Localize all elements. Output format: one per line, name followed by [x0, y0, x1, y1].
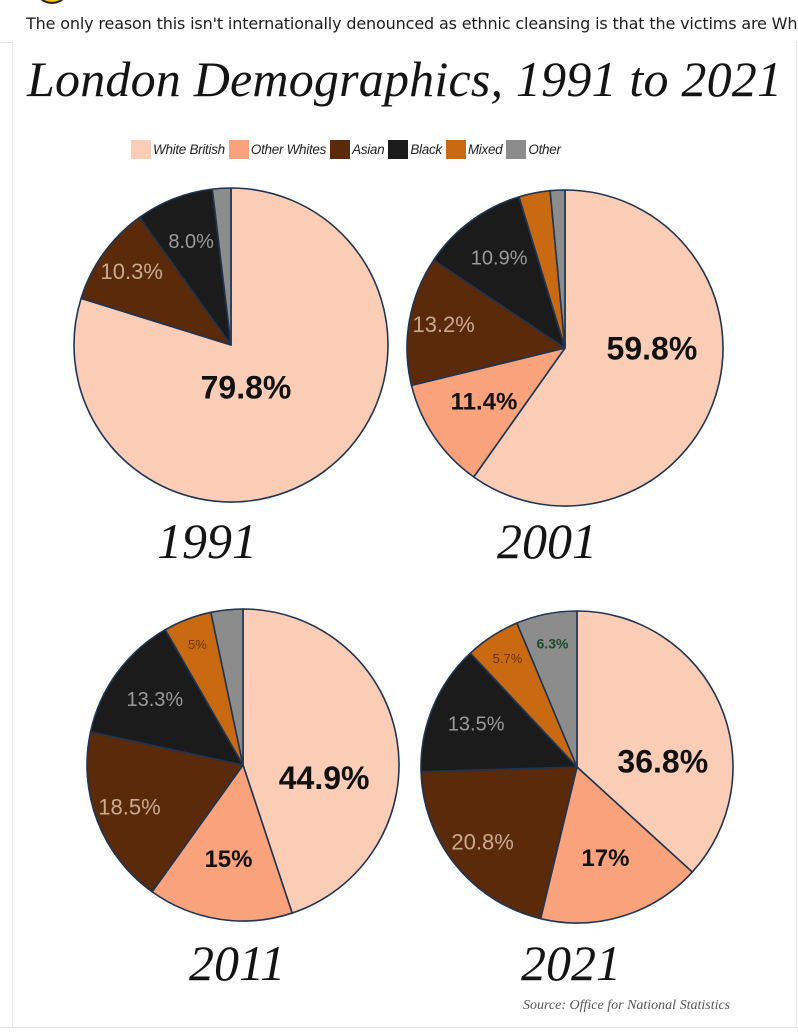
legend-item-mixed: Mixed — [445, 139, 503, 159]
legend-label-asian: Asian — [352, 141, 385, 157]
year-label-2001: 2001 — [497, 513, 597, 569]
pie-2021: 36.8% 17% 20.8% 13.5% 5.7% 6.3% — [420, 610, 734, 924]
legend-item-white-british: White British — [131, 139, 225, 159]
slice-label-2001-white-british: 59.8% — [607, 331, 698, 367]
year-label-1991: 1991 — [157, 513, 257, 569]
legend-label-white-british: White British — [153, 141, 225, 157]
slice-2011-other-whites — [151, 764, 293, 922]
bottom-rule — [0, 1027, 798, 1028]
pie-2011: 44.9% 15% 18.5% 13.3% 5% — [86, 608, 400, 922]
legend-swatch-other — [506, 139, 527, 159]
slice-1991-asian — [80, 216, 232, 346]
slice-2021-other — [516, 610, 578, 768]
slice-label-2001-asian: 13.2% — [412, 312, 474, 337]
slice-label-2011-other-whites: 15% — [204, 846, 252, 873]
source-note: Source: Office for National Statistics — [523, 998, 731, 1013]
pie-charts: 79.8% 10.3%8.0% 59.8% 11.4% 13.2% 10.9% 44.9% 1… — [73, 187, 734, 924]
legend-label-other-whites: Other Whites — [250, 141, 327, 157]
slice-2011-asian — [86, 731, 244, 893]
slice-2011-other — [210, 608, 244, 766]
slice-label-1991-asian: 10.3% — [101, 259, 163, 284]
slice-label-2021-mixed: 5.7% — [493, 651, 523, 666]
slice-label-2021-white-british: 36.8% — [617, 743, 708, 779]
slice-2021-other-whites — [539, 766, 694, 924]
legend-item-black: Black — [388, 139, 442, 159]
legend-label-other: Other — [528, 141, 561, 157]
infographic: London Demographics, 1991 to 2021 White … — [12, 42, 797, 1027]
slice-label-2021-other: 6.3% — [537, 635, 569, 651]
legend-label-black: Black — [410, 141, 442, 157]
legend-swatch-asian — [330, 139, 351, 159]
avatar[interactable] — [34, 0, 70, 4]
slice-label-1991-white-british: 79.8% — [201, 369, 292, 405]
slice-label-2011-black: 13.3% — [126, 689, 183, 711]
slice-label-2001-black: 10.9% — [471, 247, 528, 269]
slice-label-2021-other-whites: 17% — [581, 845, 629, 872]
slice-2021-asian — [420, 766, 578, 920]
legend-swatch-white-british — [131, 139, 151, 159]
slice-2021-white-british — [576, 610, 734, 873]
slice-2001-white-british — [472, 189, 724, 507]
slice-label-2011-white-british: 44.9% — [279, 760, 370, 796]
slice-label-2011-asian: 18.5% — [98, 795, 160, 820]
year-label-2011: 2011 — [189, 935, 286, 991]
pie-2001: 59.8% 11.4% 13.2% 10.9% — [406, 189, 724, 507]
legend-swatch-mixed — [445, 139, 466, 159]
pie-1991: 79.8% 10.3%8.0% — [73, 187, 389, 503]
slice-label-2011-mixed: 5% — [188, 637, 207, 652]
slice-2001-black — [432, 196, 566, 349]
slice-2011-black — [89, 628, 244, 766]
slice-2001-other — [549, 189, 566, 349]
slice-2011-white-british — [242, 608, 400, 914]
slice-label-2001-other-whites: 11.4% — [451, 388, 518, 415]
year-label-2021: 2021 — [521, 935, 621, 991]
slice-2021-black — [420, 652, 578, 773]
post-text: The only reason this isn't international… — [26, 14, 798, 33]
slice-2001-other-whites — [410, 347, 566, 478]
post-header: The only reason this isn't international… — [0, 0, 798, 43]
legend-label-mixed: Mixed — [467, 141, 503, 157]
legend-item-other: Other — [506, 139, 561, 159]
legend-item-other-whites: Other Whites — [228, 139, 327, 159]
legend-item-asian: Asian — [330, 139, 385, 159]
slice-label-2021-black: 13.5% — [448, 713, 505, 735]
legend-swatch-black — [388, 139, 409, 159]
slice-1991-other — [211, 187, 232, 346]
slice-label-1991-black: 8.0% — [168, 231, 214, 253]
slice-2001-asian — [406, 259, 566, 387]
legend: White British Other Whites Asian Black M… — [131, 138, 565, 160]
legend-swatch-other-whites — [228, 139, 249, 159]
slice-label-2021-asian: 20.8% — [451, 830, 513, 855]
chart-title: London Demographics, 1991 to 2021 — [27, 51, 783, 107]
